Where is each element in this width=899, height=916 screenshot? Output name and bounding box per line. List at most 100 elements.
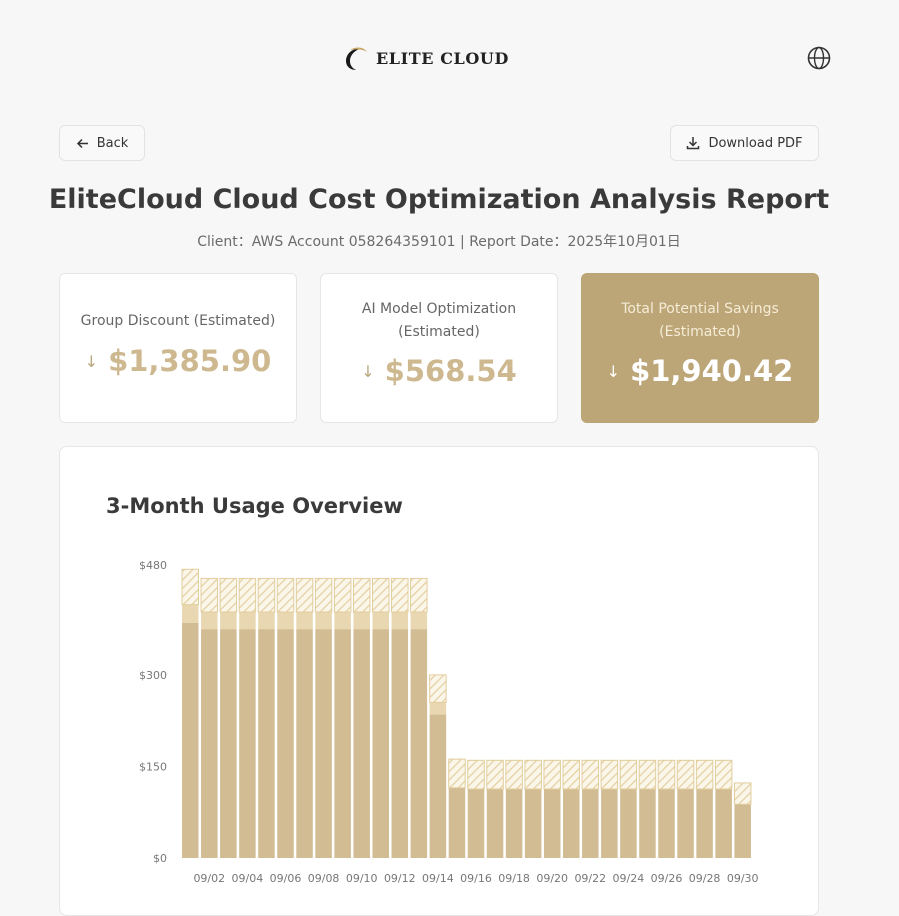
bar-segment-09/05[interactable] bbox=[257, 577, 276, 613]
group-discount-card: Group Discount (Estimated) ↓ $1,385.90 bbox=[59, 273, 297, 423]
bar-segment-09/03[interactable] bbox=[219, 577, 238, 613]
bar-segment-09/16[interactable] bbox=[467, 789, 485, 858]
bar-segment-09/27[interactable] bbox=[677, 789, 694, 858]
ai-model-optimization-card: AI Model Optimization (Estimated) ↓ $568… bbox=[320, 273, 558, 423]
bar-segment-09/19[interactable] bbox=[524, 759, 542, 790]
bar-segment-09/08[interactable] bbox=[314, 577, 333, 613]
arrow-down-icon: ↓ bbox=[361, 361, 375, 381]
bar-segment-09/18[interactable] bbox=[505, 759, 523, 790]
x-tick-label: 09/18 bbox=[498, 872, 530, 885]
bar-segment-09/03[interactable] bbox=[220, 629, 237, 858]
usage-overview-panel: $0 $150 $300 $480 09/02 09/04 09/06 09/08 09/10 0… bbox=[59, 446, 819, 916]
bar-segment-09/25[interactable] bbox=[638, 759, 657, 790]
bar-segment-09/28[interactable] bbox=[695, 759, 714, 790]
bar-segment-09/11[interactable] bbox=[372, 612, 390, 630]
bar-segment-09/12[interactable] bbox=[391, 612, 409, 630]
bar-segment-09/12[interactable] bbox=[391, 577, 409, 613]
bar-segment-09/11[interactable] bbox=[372, 577, 390, 613]
bar-segment-09/22[interactable] bbox=[581, 759, 600, 790]
bar-segment-09/08[interactable] bbox=[315, 612, 332, 630]
bar-segment-09/11[interactable] bbox=[372, 629, 390, 858]
bar-segment-09/06[interactable] bbox=[276, 577, 295, 613]
x-tick-label: 09/28 bbox=[689, 872, 721, 885]
total-savings-card: Total Potential Savings (Estimated) ↓ $1… bbox=[581, 273, 819, 423]
bar-segment-09/04[interactable] bbox=[239, 612, 256, 630]
bar-segment-09/14[interactable] bbox=[429, 714, 447, 858]
bar-segment-09/21[interactable] bbox=[563, 789, 580, 858]
bar-segment-09/17[interactable] bbox=[486, 789, 504, 858]
bar-segment-09/25[interactable] bbox=[639, 789, 656, 858]
bar-segment-09/23[interactable] bbox=[600, 759, 619, 790]
back-button-label: Back bbox=[96, 135, 129, 151]
x-tick-label: 09/14 bbox=[422, 872, 454, 885]
total-savings-label: Total Potential Savings (Estimated) bbox=[582, 298, 818, 344]
bar-segment-09/01[interactable] bbox=[181, 568, 199, 606]
brand-name: ELITE CLOUD bbox=[376, 48, 509, 68]
bar-segment-09/05[interactable] bbox=[258, 629, 275, 858]
top-bar: ELITE CLOUD bbox=[0, 0, 899, 110]
bar-segment-09/10[interactable] bbox=[353, 629, 370, 858]
bar-segment-09/20[interactable] bbox=[543, 789, 561, 858]
ai-model-label-line2: (Estimated) bbox=[398, 324, 480, 340]
bar-segment-09/09[interactable] bbox=[333, 577, 352, 613]
bar-segment-09/18[interactable] bbox=[505, 789, 523, 858]
bar-segment-09/24[interactable] bbox=[619, 759, 638, 790]
back-button[interactable]: Back bbox=[59, 125, 145, 161]
arrow-left-icon bbox=[76, 138, 88, 148]
bar-segment-09/09[interactable] bbox=[334, 629, 351, 858]
x-tick-label: 09/22 bbox=[574, 872, 606, 885]
bar-segment-09/27[interactable] bbox=[676, 759, 695, 790]
bar-segment-09/13[interactable] bbox=[410, 629, 428, 858]
y-tick-label: $480 bbox=[139, 559, 167, 572]
bar-segment-09/30[interactable] bbox=[733, 782, 752, 805]
bar-segment-09/08[interactable] bbox=[315, 629, 332, 858]
bar-segment-09/03[interactable] bbox=[220, 612, 237, 630]
bar-segment-09/10[interactable] bbox=[352, 577, 371, 613]
bar-segment-09/04[interactable] bbox=[238, 577, 257, 613]
bar-segment-09/22[interactable] bbox=[582, 789, 599, 858]
bar-segment-09/20[interactable] bbox=[543, 759, 561, 790]
download-button-label: Download PDF bbox=[708, 135, 803, 151]
bar-segment-09/23[interactable] bbox=[601, 789, 618, 858]
ai-model-optimization-amount: $568.54 bbox=[384, 354, 517, 388]
bar-segment-09/07[interactable] bbox=[296, 612, 313, 630]
bar-segment-09/13[interactable] bbox=[410, 612, 428, 630]
bar-segment-09/26[interactable] bbox=[657, 759, 676, 790]
bar-segment-09/10[interactable] bbox=[353, 612, 370, 630]
bar-segment-09/01[interactable] bbox=[182, 622, 199, 858]
bar-segment-09/05[interactable] bbox=[258, 612, 275, 630]
bar-segment-09/02[interactable] bbox=[201, 612, 218, 630]
bar-segment-09/02[interactable] bbox=[201, 629, 218, 858]
bar-segment-09/06[interactable] bbox=[277, 629, 294, 858]
bar-segment-09/29[interactable] bbox=[714, 759, 733, 790]
bar-segment-09/28[interactable] bbox=[696, 789, 713, 858]
y-tick-label: $300 bbox=[139, 669, 167, 682]
globe-icon[interactable] bbox=[806, 45, 832, 71]
ai-model-optimization-label: AI Model Optimization (Estimated) bbox=[321, 298, 557, 344]
bar-segment-09/30[interactable] bbox=[734, 804, 751, 858]
bar-segment-09/21[interactable] bbox=[562, 759, 580, 790]
bar-segment-09/24[interactable] bbox=[620, 789, 637, 858]
bar-segment-09/02[interactable] bbox=[200, 577, 219, 613]
bar-segment-09/17[interactable] bbox=[486, 759, 504, 790]
bar-segment-09/14[interactable] bbox=[429, 674, 447, 703]
bar-segment-09/15[interactable] bbox=[448, 787, 466, 858]
bar-segment-09/07[interactable] bbox=[296, 629, 313, 858]
x-tick-label: 09/08 bbox=[308, 872, 340, 885]
bar-segment-09/01[interactable] bbox=[182, 604, 199, 623]
bar-segment-09/09[interactable] bbox=[334, 612, 351, 630]
bar-segment-09/26[interactable] bbox=[658, 789, 675, 858]
bar-segment-09/06[interactable] bbox=[277, 612, 294, 630]
bar-segment-09/07[interactable] bbox=[295, 577, 314, 613]
bar-segment-09/14[interactable] bbox=[429, 702, 447, 715]
bar-segment-09/13[interactable] bbox=[410, 577, 428, 613]
brand-logo[interactable]: ELITE CLOUD bbox=[344, 44, 509, 72]
bar-segment-09/15[interactable] bbox=[448, 758, 466, 789]
bar-segment-09/12[interactable] bbox=[391, 629, 409, 858]
download-pdf-button[interactable]: Download PDF bbox=[670, 125, 819, 161]
bar-segment-09/16[interactable] bbox=[467, 759, 485, 790]
bar-segment-09/19[interactable] bbox=[524, 789, 542, 858]
bar-segment-09/04[interactable] bbox=[239, 629, 256, 858]
x-tick-label: 09/12 bbox=[384, 872, 416, 885]
bar-segment-09/29[interactable] bbox=[715, 789, 732, 858]
